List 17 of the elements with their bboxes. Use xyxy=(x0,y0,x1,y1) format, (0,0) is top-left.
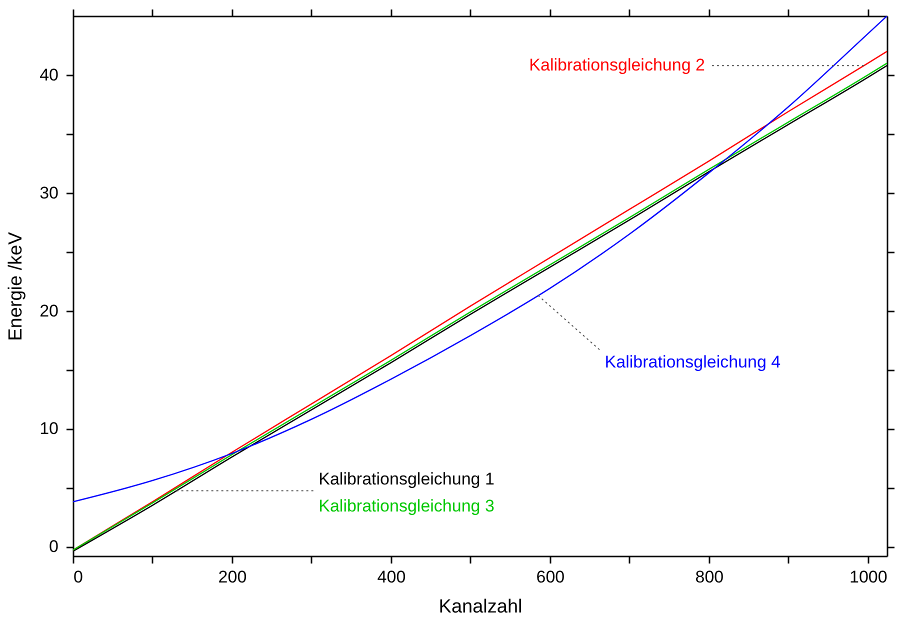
y-axis-title: Energie /keV xyxy=(6,232,27,341)
y-tick-label: 30 xyxy=(40,183,58,202)
text: Kalibrationsgleichung 1 xyxy=(318,469,494,488)
text: Kalibrationsgleichung 3 xyxy=(318,496,494,516)
text: Kalibrationsgleichung 2 xyxy=(529,56,705,75)
y-tick-label: 0 xyxy=(49,537,58,556)
y-tick-label: 10 xyxy=(40,419,58,438)
x-axis-title: Kanalzahl xyxy=(438,596,522,618)
text: Kalibrationsgleichung 4 xyxy=(604,352,781,372)
x-tick-label: 800 xyxy=(695,568,724,586)
y-tick-label: 20 xyxy=(40,301,58,320)
x-tick-label: 400 xyxy=(377,568,406,586)
x-tick-label: 600 xyxy=(536,568,565,586)
x-tick-label: 1000 xyxy=(850,568,888,586)
y-tick-label: 40 xyxy=(40,65,58,84)
x-tick-label: 200 xyxy=(218,568,247,586)
x-tick-label: 0 xyxy=(74,568,83,586)
